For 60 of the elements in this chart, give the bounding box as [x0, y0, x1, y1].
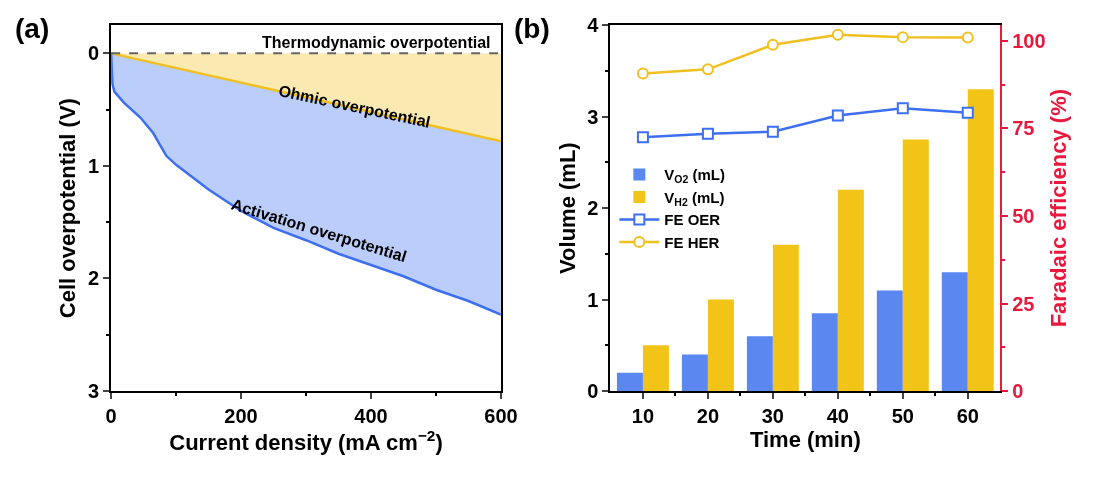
point — [766, 125, 779, 138]
y2-tick-label: 100 — [1012, 29, 1046, 52]
x-tick-label: 400 — [354, 405, 388, 428]
y-axis-title: Volume (mL) — [554, 142, 580, 274]
y-tick-label: 3 — [88, 380, 100, 403]
point — [831, 28, 844, 41]
y-tick-label: 1 — [88, 154, 100, 177]
bar — [902, 139, 929, 392]
x-tick-label: 20 — [696, 405, 720, 428]
bar — [681, 354, 708, 392]
point — [961, 106, 974, 119]
legend-label: FE HER — [664, 233, 720, 251]
y-tick-label: 0 — [88, 42, 100, 65]
x-axis-title: Current density (mA cm$^{−2}$) — [169, 427, 443, 456]
chart-title: (b) — [514, 13, 550, 44]
bar — [941, 272, 968, 392]
legend-label: V$_{H2}$ (mL) — [664, 188, 725, 208]
x-tick-label: 40 — [826, 405, 849, 428]
bar — [772, 244, 799, 392]
point — [831, 109, 844, 122]
y-tick-label: 2 — [88, 267, 100, 290]
point — [896, 102, 909, 115]
x-tick-label: 200 — [224, 405, 258, 428]
point — [636, 131, 649, 144]
bar — [642, 345, 669, 392]
x-tick-label: 30 — [761, 405, 784, 428]
bar — [811, 313, 838, 392]
point — [961, 31, 974, 44]
x-tick-label: 0 — [105, 405, 117, 428]
x-axis-title: Time (min) — [749, 427, 861, 453]
bar — [616, 372, 643, 392]
point — [701, 63, 714, 76]
legend-label: V$_{O2}$ (mL) — [664, 166, 726, 186]
y2-tick-label: 75 — [1012, 117, 1035, 140]
y2-tick-label: 25 — [1012, 292, 1035, 315]
y-tick-label: 1 — [587, 288, 599, 311]
y-tick-label: 0 — [587, 380, 599, 403]
y2-axis-title: Faradaic efficiency (%) — [1046, 88, 1072, 328]
x-tick-label: 60 — [956, 405, 979, 428]
x-tick-label: 10 — [631, 405, 655, 428]
bar — [746, 336, 773, 392]
point — [896, 31, 909, 44]
point — [636, 67, 649, 80]
bar — [967, 89, 994, 392]
y-axis-title: Cell overpotential (V) — [55, 98, 81, 319]
x-tick-label: 50 — [891, 405, 914, 428]
x-tick-label: 600 — [484, 405, 518, 428]
y-tick-label: 2 — [587, 197, 599, 220]
y2-tick-label: 50 — [1012, 205, 1035, 228]
point — [701, 127, 714, 140]
point — [766, 38, 779, 51]
bar — [837, 189, 864, 392]
ref-line-label: Thermodynamic overpotential — [262, 34, 491, 51]
chart-title: (a) — [15, 13, 50, 44]
y2-tick-label: 0 — [1012, 380, 1024, 403]
y-tick-label: 3 — [587, 105, 599, 128]
legend-label: FE OER — [664, 211, 721, 229]
bar — [707, 299, 734, 392]
y-tick-label: 4 — [587, 14, 600, 37]
bar — [876, 290, 903, 392]
